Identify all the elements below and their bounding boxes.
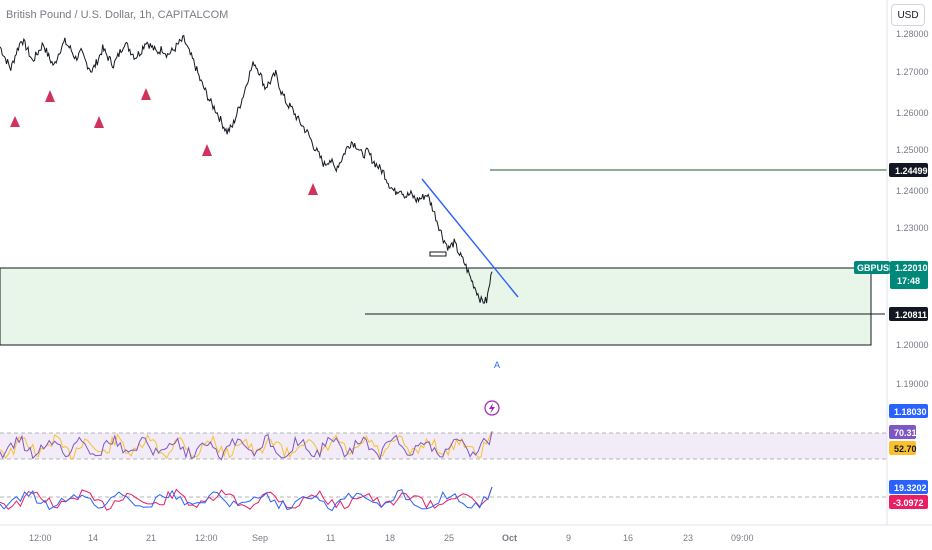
current-price-tag: GBPUSD 1.22010 17:48 bbox=[854, 261, 928, 289]
price-tick: 1.23000 bbox=[896, 223, 929, 233]
osc2-lower-tag: -3.0972 bbox=[889, 495, 928, 509]
up-arrow-marker bbox=[10, 116, 20, 127]
osc2-series bbox=[0, 486, 493, 512]
trendline[interactable] bbox=[421, 178, 519, 298]
price-tick: 1.26000 bbox=[896, 108, 929, 118]
svg-text:17:48: 17:48 bbox=[897, 276, 920, 286]
signal-marker: A bbox=[494, 360, 500, 370]
time-tick: 14 bbox=[88, 533, 98, 543]
svg-text:GBPUSD: GBPUSD bbox=[857, 263, 896, 273]
time-axis[interactable]: 12:00 14 21 12:00 Sep 11 18 25 Oct 9 16 … bbox=[29, 533, 754, 543]
price-line bbox=[0, 34, 493, 304]
up-arrow-marker bbox=[141, 88, 151, 100]
small-rectangle bbox=[429, 251, 447, 257]
svg-text:1.20811: 1.20811 bbox=[895, 310, 927, 320]
osc2-signal-line bbox=[0, 486, 493, 511]
price-tick: 1.28000 bbox=[896, 29, 929, 39]
svg-text:1.24499: 1.24499 bbox=[895, 166, 928, 176]
time-tick: 18 bbox=[385, 533, 395, 543]
up-arrow-marker bbox=[94, 116, 104, 128]
svg-text:70.31: 70.31 bbox=[894, 428, 917, 438]
svg-text:1.22010: 1.22010 bbox=[895, 263, 928, 273]
buy-markers bbox=[10, 88, 318, 195]
price-tick: 1.25000 bbox=[896, 145, 929, 155]
price-tick: 1.27000 bbox=[896, 67, 929, 77]
price-series bbox=[0, 34, 493, 304]
time-tick: 09:00 bbox=[731, 533, 754, 543]
osc1-signal-line bbox=[0, 431, 493, 460]
price-tick: 1.19000 bbox=[896, 379, 929, 389]
time-tick: 12:00 bbox=[195, 533, 218, 543]
osc2-upper-tag: 19.3202 bbox=[889, 480, 928, 494]
osc1-series bbox=[0, 431, 493, 461]
price-tick: 1.20000 bbox=[896, 340, 929, 350]
price-axis[interactable]: 1.28000 1.27000 1.26000 1.25000 1.24000 … bbox=[896, 29, 929, 389]
osc2-main-line bbox=[0, 486, 493, 512]
support-price-tag: 1.20811 bbox=[889, 307, 928, 321]
time-tick: 11 bbox=[326, 533, 335, 543]
time-tick: 9 bbox=[566, 533, 571, 543]
resistance-price-tag: 1.24499 bbox=[889, 163, 928, 177]
osc1-main-line bbox=[0, 431, 493, 461]
up-arrow-marker bbox=[202, 144, 212, 156]
time-tick: 21 bbox=[146, 533, 156, 543]
price-tick: 1.24000 bbox=[896, 186, 929, 196]
svg-text:19.3202: 19.3202 bbox=[894, 483, 927, 493]
osc1-lower-tag: 52.70 bbox=[889, 441, 917, 455]
svg-text:1.18030: 1.18030 bbox=[894, 407, 927, 417]
time-tick: 25 bbox=[444, 533, 454, 543]
up-arrow-marker bbox=[308, 183, 318, 195]
svg-text:-3.0972: -3.0972 bbox=[893, 498, 924, 508]
time-tick: 23 bbox=[683, 533, 693, 543]
extra-price-tag: 1.18030 bbox=[889, 404, 928, 418]
svg-text:52.70: 52.70 bbox=[894, 444, 917, 454]
time-tick: 12:00 bbox=[29, 533, 52, 543]
osc1-upper-tag: 70.31 bbox=[889, 425, 917, 439]
time-tick: 16 bbox=[623, 533, 633, 543]
currency-selector[interactable]: USD bbox=[891, 4, 925, 26]
bolt-icon[interactable] bbox=[484, 400, 500, 416]
demand-zone bbox=[0, 267, 872, 346]
chart-title: British Pound / U.S. Dollar, 1h, CAPITAL… bbox=[6, 9, 229, 21]
up-arrow-marker bbox=[45, 90, 55, 102]
time-tick: Oct bbox=[502, 533, 517, 543]
time-tick: Sep bbox=[252, 533, 268, 543]
